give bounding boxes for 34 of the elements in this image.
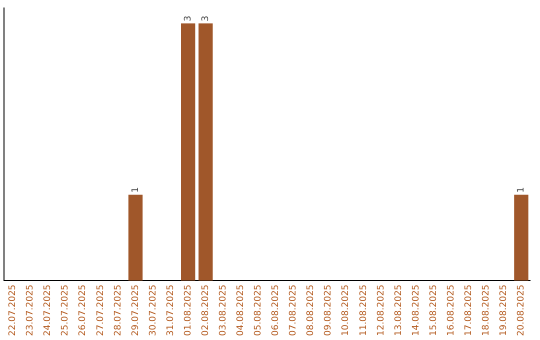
- x-tick-label: 22.07.2025: [8, 284, 18, 336]
- x-tick-label: 31.07.2025: [166, 284, 176, 336]
- x-tick-label: 28.07.2025: [113, 284, 124, 336]
- x-tick-label: 24.07.2025: [43, 284, 54, 336]
- x-tick-label: 08.08.2025: [306, 284, 316, 336]
- x-tick-label: 01.08.2025: [183, 284, 194, 336]
- data-label: 1: [130, 187, 141, 193]
- x-tick-label: 27.07.2025: [96, 284, 106, 336]
- x-tick-label: 26.07.2025: [78, 284, 88, 336]
- x-tick-label: 11.08.2025: [358, 284, 369, 336]
- x-tick-label: 25.07.2025: [60, 284, 71, 336]
- x-tick-label: 13.08.2025: [394, 284, 404, 336]
- x-tick-label: 16.08.2025: [446, 284, 456, 336]
- x-tick-label: 04.08.2025: [236, 284, 246, 336]
- x-tick-label: 10.08.2025: [341, 284, 352, 336]
- x-tick-label: 06.08.2025: [271, 284, 282, 336]
- x-tick-label: 05.08.2025: [254, 284, 264, 336]
- x-tick-label: 14.08.2025: [411, 284, 422, 336]
- x-tick-label: 18.08.2025: [482, 284, 492, 336]
- x-tick-label: 30.07.2025: [148, 284, 158, 336]
- x-tick-label: 20.08.2025: [516, 284, 527, 336]
- x-tick-label: 03.08.2025: [218, 284, 229, 336]
- data-label: 1: [516, 187, 527, 193]
- x-tick-label: 12.08.2025: [376, 284, 386, 336]
- x-tick-label: 02.08.2025: [200, 284, 211, 336]
- x-tick-label: 17.08.2025: [464, 284, 474, 336]
- x-tick-label: 29.07.2025: [130, 284, 141, 336]
- data-label: 3: [183, 16, 194, 22]
- x-tick-label: 09.08.2025: [324, 284, 334, 336]
- x-tick-label: 07.08.2025: [288, 284, 299, 336]
- x-tick-label: 19.08.2025: [499, 284, 510, 336]
- x-tick-label: 15.08.2025: [428, 284, 439, 336]
- data-label: 3: [200, 16, 211, 22]
- x-tick-label: 23.07.2025: [26, 284, 36, 336]
